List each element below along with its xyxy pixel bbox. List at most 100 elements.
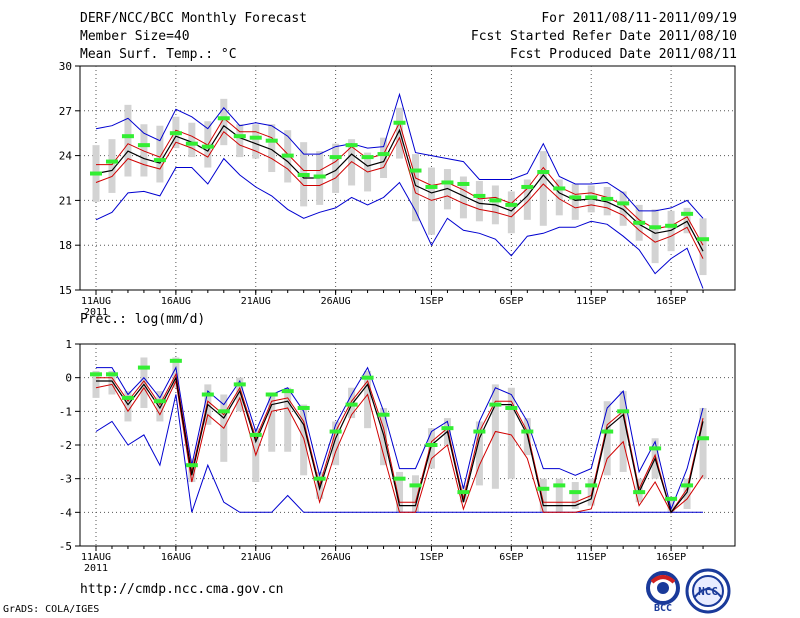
y-tick-label: 1 (65, 338, 72, 351)
median-marker (569, 195, 582, 200)
y-tick-label: -4 (59, 506, 73, 519)
x-tick-label: 26AUG (321, 552, 351, 563)
x-tick-label: 16SEP (656, 296, 686, 307)
median-marker (137, 143, 150, 148)
median-marker (281, 389, 294, 394)
ensemble-box (603, 186, 611, 216)
ensemble-box (396, 471, 404, 513)
ensemble-box (236, 377, 244, 412)
ensemble-box (683, 478, 691, 509)
median-marker (665, 223, 678, 228)
ensemble-box (172, 357, 180, 388)
median-marker (377, 412, 390, 417)
ensemble-box (284, 387, 292, 452)
median-marker (425, 443, 438, 447)
ensemble-box (507, 387, 515, 479)
median-marker (90, 171, 102, 176)
median-marker (265, 392, 278, 397)
median-marker (505, 202, 518, 207)
y-tick-label: -1 (59, 405, 72, 418)
x-tick-label: 16SEP (656, 552, 686, 563)
median-marker (345, 143, 358, 148)
ensemble-box (459, 176, 467, 219)
ensemble-box (140, 124, 148, 177)
y-tick-label: 18 (59, 239, 72, 252)
x-tick-label: 16AUG (161, 552, 191, 563)
median-marker (233, 134, 246, 139)
ensemble-box (188, 122, 196, 158)
median-marker (121, 134, 134, 139)
y-tick-label: -3 (59, 473, 72, 486)
y-tick-label: 15 (59, 284, 72, 297)
ensemble-box (619, 391, 627, 472)
median-marker (329, 155, 342, 160)
median-marker (585, 483, 598, 488)
median-marker (697, 436, 710, 441)
x-tick-label: 1SEP (419, 552, 443, 563)
ensemble-box (571, 482, 579, 509)
x-year-label: 2011 (84, 563, 108, 574)
ensemble-box (380, 137, 388, 178)
ensemble-box (220, 98, 228, 146)
median-marker (537, 170, 550, 175)
produced-date: Fcst Produced Date 2011/08/11 (510, 47, 737, 62)
x-year-label: 2011 (84, 307, 108, 318)
median-marker (617, 201, 630, 206)
median-marker (233, 382, 246, 387)
median-marker (585, 195, 598, 200)
ensemble-box (396, 107, 404, 159)
median-marker (553, 483, 566, 488)
ensemble-box (475, 180, 483, 222)
median-marker (521, 429, 534, 434)
median-marker (169, 131, 182, 136)
median-marker (313, 174, 326, 179)
ensemble-box (555, 478, 563, 513)
ensemble-box (475, 421, 483, 486)
ensemble-box (124, 391, 132, 422)
ensemble-box (268, 394, 276, 452)
ensemble-box (507, 191, 515, 234)
median-marker (457, 181, 470, 186)
x-tick-label: 6SEP (499, 552, 523, 563)
median-marker (473, 429, 486, 434)
ensemble-box (156, 391, 164, 422)
median-marker (153, 399, 166, 404)
ensemble-box (332, 143, 340, 193)
median-marker (281, 153, 294, 158)
ensemble-box (140, 357, 148, 408)
footer-url[interactable]: http://cmdp.ncc.cma.gov.cn (80, 582, 284, 597)
ensemble-max-line (95, 92, 704, 219)
median-marker (617, 409, 630, 414)
median-marker (361, 155, 374, 160)
median-marker (249, 432, 262, 437)
median-marker (505, 405, 518, 410)
median-marker (377, 152, 390, 157)
ensemble-box (667, 498, 675, 513)
median-marker (105, 159, 118, 164)
x-tick-label: 11SEP (576, 552, 606, 563)
x-tick-label: 11AUG (81, 552, 111, 563)
median-marker (697, 237, 710, 242)
ensemble-min-line (95, 157, 704, 289)
ensemble-box (491, 384, 499, 489)
bcc-logo-text: BCC (654, 603, 672, 614)
median-marker (521, 184, 534, 189)
ensemble-box (427, 167, 435, 235)
ensemble-box (699, 218, 707, 276)
median-marker (473, 193, 486, 198)
member-size: Member Size=40 (80, 29, 190, 44)
median-marker (409, 168, 422, 173)
ensemble-box (236, 124, 244, 158)
x-tick-label: 11SEP (576, 296, 606, 307)
ensemble-mean-line (96, 375, 704, 514)
bcc-logo: BCC (646, 571, 680, 614)
median-marker (169, 358, 182, 363)
x-tick-label: 21AUG (241, 296, 271, 307)
median-marker (457, 490, 470, 495)
y-tick-label: 0 (65, 372, 72, 385)
ensemble-box (539, 478, 547, 513)
ensemble-box (523, 179, 531, 220)
median-marker (121, 395, 134, 400)
median-marker (265, 138, 278, 143)
median-marker (409, 483, 422, 488)
